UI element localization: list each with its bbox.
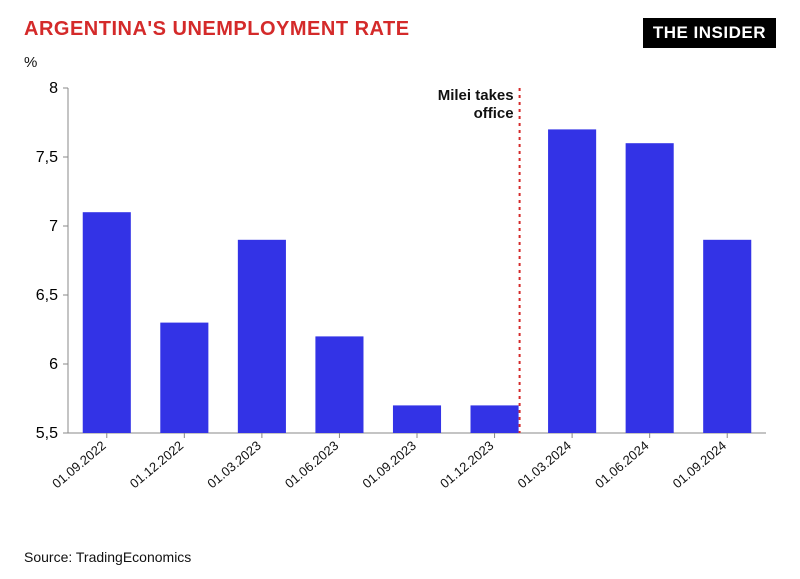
annotation-label: Milei takes (438, 87, 514, 104)
bar (393, 405, 441, 433)
y-tick-label: 6,5 (36, 287, 58, 304)
x-tick-label: 01.09.2023 (359, 438, 418, 491)
bar (83, 212, 131, 433)
x-tick-label: 01.06.2024 (592, 438, 651, 491)
y-tick-label: 7 (49, 218, 58, 235)
source-label: Source: TradingEconomics (24, 549, 191, 565)
x-tick-label: 01.12.2022 (127, 438, 186, 491)
bar (626, 143, 674, 433)
annotation-label: office (474, 105, 514, 122)
publisher-logo: THE INSIDER (643, 18, 776, 48)
x-tick-label: 01.06.2023 (282, 438, 341, 491)
bar (471, 405, 519, 433)
chart-title: ARGENTINA'S UNEMPLOYMENT RATE (24, 18, 410, 41)
bar (315, 336, 363, 433)
y-tick-label: 8 (49, 80, 58, 97)
y-tick-label: 7,5 (36, 149, 58, 166)
y-tick-label: 6 (49, 356, 58, 373)
x-tick-label: 01.12.2023 (437, 438, 496, 491)
x-tick-label: 01.09.2024 (670, 438, 729, 491)
chart-svg: 5,5 6 6,5 7 7,5 8 01.09.2022 01.12.2022 01.03.20… (24, 78, 776, 519)
bar (548, 129, 596, 433)
x-tick-label: 01.09.2022 (49, 438, 108, 491)
y-tick-label: 5,5 (36, 425, 58, 442)
bar (703, 240, 751, 433)
bar-chart: 5,5 6 6,5 7 7,5 8 01.09.2022 01.12.2022 01.03.20… (24, 78, 776, 519)
y-axis-unit: % (0, 48, 800, 71)
x-tick-label: 01.03.2023 (204, 438, 263, 491)
x-tick-label: 01.03.2024 (515, 438, 574, 491)
bar (160, 323, 208, 433)
bar (238, 240, 286, 433)
